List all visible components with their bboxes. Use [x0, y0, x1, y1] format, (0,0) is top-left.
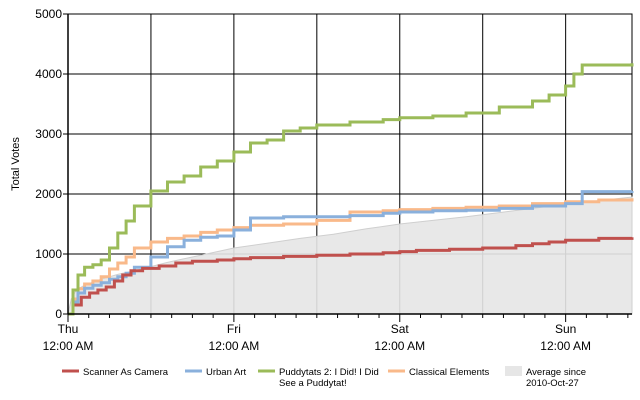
x-tick-labels: Thu 12:00 AM Fri 12:00 AM Sat 12:00 AM Sun 12:0…	[43, 322, 591, 353]
series-line-urban	[68, 190, 634, 316]
x-tick-time-1: 12:00 AM	[209, 339, 260, 353]
legend-label-urban: Urban Art	[206, 367, 246, 378]
y-tick-label-0: 0	[55, 307, 62, 321]
x-tick-day-1: Fri	[227, 322, 241, 336]
legend: Scanner As Camera Urban Art Puddytats 2: I…	[62, 366, 586, 389]
axes	[67, 14, 632, 315]
legend-label-classical: Classical Elements	[409, 367, 489, 378]
series-lines-layer	[68, 63, 634, 316]
legend-label-puddytats: Puddytats 2: I Did! I Did See a Puddytat!	[279, 367, 379, 389]
legend-label-scanner: Scanner As Camera	[83, 367, 169, 378]
y-tick-label-5: 5000	[35, 7, 62, 21]
series-line-puddytats	[68, 63, 634, 316]
legend-label-average: Average since 2010-Oct-27	[526, 367, 586, 389]
tick-marks-layer	[63, 13, 629, 322]
series-line-scanner	[68, 236, 634, 316]
x-tick-day-0: Thu	[58, 322, 79, 336]
y-tick-label-3: 3000	[35, 127, 62, 141]
x-tick-time-2: 12:00 AM	[374, 339, 425, 353]
y-tick-labels: 0 1000 2000 3000 4000 5000	[35, 7, 62, 321]
y-tick-label-4: 4000	[35, 67, 62, 81]
x-tick-time-3: 12:00 AM	[540, 339, 591, 353]
y-tick-label-2: 2000	[35, 187, 62, 201]
x-tick-time-0: 12:00 AM	[43, 339, 94, 353]
y-axis-title: Total Votes	[10, 137, 22, 191]
x-tick-day-3: Sun	[555, 322, 576, 336]
series-line-classical	[68, 198, 634, 316]
legend-swatch-average	[505, 366, 522, 376]
y-tick-label-1: 1000	[35, 247, 62, 261]
x-tick-day-2: Sat	[391, 322, 410, 336]
